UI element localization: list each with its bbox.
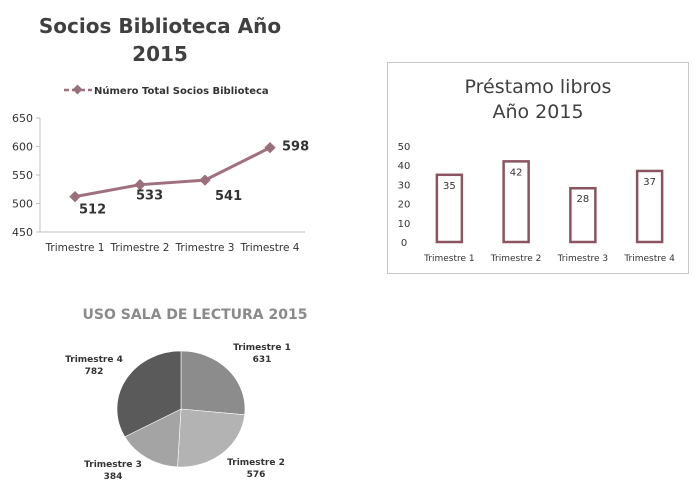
line-data-label: 541 bbox=[215, 189, 242, 204]
bar-chart-title: Préstamo libros Año 2015 bbox=[428, 75, 648, 125]
pie-label-name: Trimestre 4 bbox=[65, 355, 123, 365]
pie-chart-panel: USO SALA DE LECTURA 2015 Trimestre 1 631 T… bbox=[40, 295, 340, 491]
bar-data-label: 35 bbox=[443, 181, 456, 192]
bar-x-tick-label: Trimestre 3 bbox=[557, 254, 609, 264]
line-x-tick-label: Trimestre 3 bbox=[175, 242, 235, 254]
bar-rect bbox=[635, 169, 664, 244]
line-y-tick-label: 650 bbox=[12, 112, 33, 125]
bar-chart-title-line2: Año 2015 bbox=[492, 101, 584, 123]
line-data-label: 512 bbox=[79, 203, 106, 218]
bar-data-label: 42 bbox=[510, 167, 523, 178]
line-data-point bbox=[69, 191, 81, 203]
bar-x-tick-label: Trimestre 2 bbox=[490, 254, 542, 264]
line-x-tick-label: Trimestre 2 bbox=[110, 242, 170, 254]
line-y-tick-label: 550 bbox=[12, 169, 33, 182]
pie-label-value: 631 bbox=[253, 355, 272, 365]
line-y-tick-label: 450 bbox=[12, 226, 33, 239]
line-legend-label: Número Total Socios Biblioteca bbox=[94, 85, 269, 97]
pie-slice bbox=[180, 350, 246, 416]
line-legend-marker bbox=[72, 84, 83, 95]
line-data-point bbox=[199, 174, 211, 186]
bar-chart-svg: 0 10 20 30 40 50 35 Trimestre 1 42 Trimestre 2 28 T… bbox=[398, 142, 676, 264]
line-data-label: 598 bbox=[282, 140, 309, 155]
pie-chart-title-year: 2015 bbox=[268, 307, 308, 323]
bar-data-label: 37 bbox=[643, 177, 656, 188]
pie-label-name: Trimestre 3 bbox=[84, 460, 142, 470]
bar-y-tick-label: 50 bbox=[398, 142, 411, 153]
pie-label-value: 576 bbox=[247, 470, 266, 480]
bar-chart-title-line1: Préstamo libros bbox=[464, 76, 612, 98]
pie-slice bbox=[116, 350, 182, 438]
bar-rect bbox=[502, 160, 530, 244]
bar-chart-panel: Préstamo libros Año 2015 0 10 20 30 40 50 35 Tr… bbox=[387, 62, 689, 274]
line-y-tick-label: 500 bbox=[12, 198, 33, 211]
line-data-point bbox=[134, 179, 146, 191]
pie-label-value: 384 bbox=[104, 472, 123, 482]
line-x-tick-label: Trimestre 4 bbox=[240, 242, 300, 254]
line-series-path bbox=[74, 146, 271, 199]
bar-y-tick-label: 10 bbox=[398, 219, 411, 230]
line-chart-svg: 450 500 550 600 650 Trimestre 1 Trimestre 2 Tri… bbox=[12, 84, 309, 254]
bar-x-tick-label: Trimestre 4 bbox=[623, 254, 675, 264]
pie-chart-svg: Trimestre 1 631 Trimestre 2 576 Trimestre 3 3… bbox=[65, 343, 291, 482]
pie-label-name: Trimestre 1 bbox=[233, 343, 291, 353]
line-data-point bbox=[264, 141, 276, 154]
bar-y-tick-label: 40 bbox=[398, 161, 411, 172]
bar-y-tick-label: 30 bbox=[398, 180, 411, 191]
line-x-tick-label: Trimestre 1 bbox=[45, 242, 105, 254]
bar-x-tick-label: Trimestre 1 bbox=[423, 254, 475, 264]
bar-y-tick-label: 0 bbox=[401, 238, 407, 249]
pie-slice bbox=[124, 408, 182, 468]
pie-chart-title-text: USO SALA DE LECTURA bbox=[82, 307, 264, 323]
line-chart-title-line2: 2015 bbox=[132, 42, 188, 66]
pie-chart-title: USO SALA DE LECTURA 2015 bbox=[60, 307, 330, 323]
pie-slice bbox=[177, 408, 246, 468]
pie-label-name: Trimestre 2 bbox=[227, 458, 285, 468]
bar-rect bbox=[435, 173, 464, 244]
line-chart-panel: Socios Biblioteca Año 2015 450 500 550 600 6… bbox=[0, 0, 330, 290]
bar-y-tick-label: 20 bbox=[398, 200, 411, 211]
line-chart-title-line1: Socios Biblioteca Año bbox=[38, 14, 282, 38]
bar-data-label: 28 bbox=[577, 194, 590, 205]
line-data-label: 533 bbox=[136, 189, 163, 204]
line-chart-title: Socios Biblioteca Año 2015 bbox=[30, 12, 290, 68]
bar-rect bbox=[569, 186, 597, 244]
line-y-tick-label: 600 bbox=[12, 141, 33, 154]
pie-label-value: 782 bbox=[85, 367, 104, 377]
